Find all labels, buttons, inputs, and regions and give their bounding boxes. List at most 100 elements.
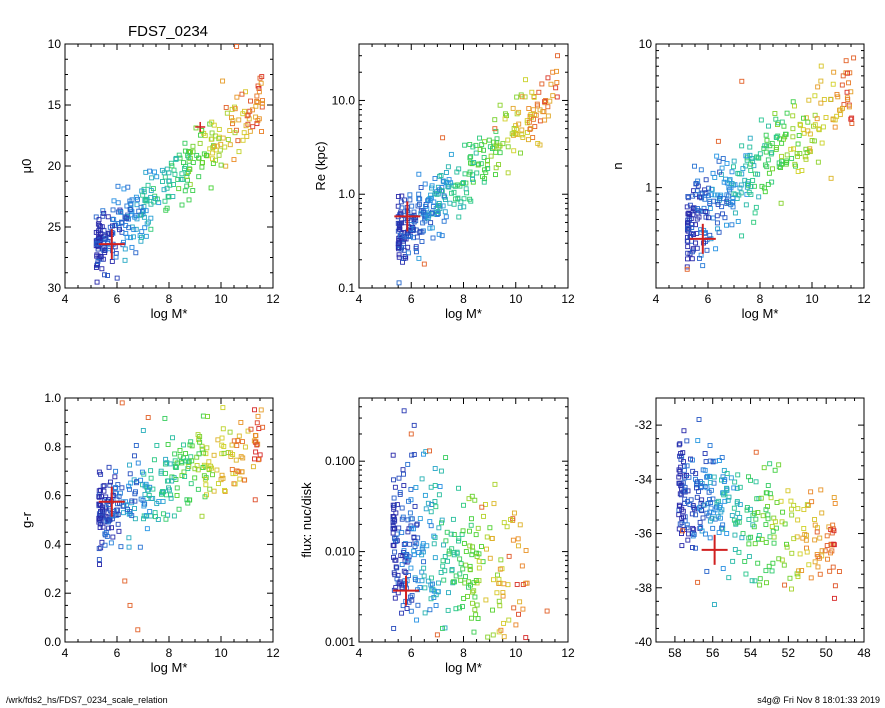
data-point: [814, 552, 820, 557]
data-point: [526, 119, 532, 125]
data-point: [166, 170, 172, 176]
y-axis-label: Re (kpc): [313, 141, 328, 190]
axes-frame: [358, 43, 569, 289]
data-point: [502, 111, 508, 117]
data-point: [698, 525, 704, 530]
data-point: [215, 481, 221, 487]
data-point: [100, 524, 106, 530]
data-point: [766, 563, 772, 569]
x-tick-label: 6: [408, 646, 415, 660]
data-point: [739, 78, 745, 84]
data-point: [209, 130, 215, 136]
data-point: [438, 172, 444, 178]
data-point: [238, 454, 244, 460]
data-point: [396, 475, 402, 481]
data-point: [202, 133, 208, 139]
data-point: [755, 560, 761, 566]
data-point: [485, 165, 491, 171]
data-point: [849, 115, 855, 121]
data-point: [438, 468, 444, 474]
data-point: [481, 147, 486, 153]
data-point: [252, 407, 257, 413]
data-point: [790, 99, 796, 105]
data-point: [131, 227, 137, 233]
data-point: [419, 578, 425, 584]
data-point: [439, 517, 445, 523]
data-point: [698, 191, 704, 197]
data-point: [694, 188, 700, 194]
data-point: [722, 215, 728, 221]
data-point: [204, 445, 210, 451]
data-point: [227, 142, 233, 148]
data-point: [482, 167, 487, 173]
data-point: [115, 209, 121, 215]
data-point: [514, 582, 520, 587]
data-point: [680, 459, 686, 465]
data-point: [408, 486, 414, 492]
data-point: [770, 528, 776, 534]
data-point: [490, 632, 496, 638]
data-point: [96, 503, 102, 509]
panel-n: 4 6 8 10 12 1 10 log M* n: [610, 37, 871, 321]
data-point: [703, 214, 709, 220]
data-point: [726, 494, 732, 500]
data-point: [139, 234, 144, 240]
data-point: [779, 140, 785, 146]
data-point: [807, 131, 813, 137]
y-tick-label: 0.010: [325, 545, 355, 559]
data-point: [232, 106, 238, 112]
data-point: [113, 485, 119, 490]
data-point: [126, 486, 132, 492]
data-point: [809, 138, 815, 143]
data-point: [100, 208, 106, 214]
data-point: [405, 461, 411, 467]
data-point: [720, 522, 726, 528]
data-point: [115, 200, 121, 206]
data-point: [765, 516, 771, 522]
data-point: [802, 531, 808, 537]
data-point: [545, 113, 551, 119]
data-point: [164, 460, 170, 466]
data-point: [439, 520, 444, 526]
data-point: [398, 553, 404, 559]
data-point: [511, 148, 517, 154]
data-point: [93, 229, 99, 235]
data-point: [463, 574, 468, 580]
data-point: [439, 233, 445, 239]
data-point: [174, 485, 180, 491]
data-point: [407, 197, 413, 203]
data-point: [173, 465, 179, 470]
data-point: [160, 489, 165, 494]
data-point: [456, 166, 462, 172]
data-point: [162, 470, 168, 476]
data-point: [739, 143, 745, 149]
data-point: [399, 505, 405, 511]
data-point: [394, 576, 400, 582]
data-point: [441, 218, 447, 224]
data-point: [430, 235, 436, 241]
data-point: [101, 483, 107, 489]
data-point: [184, 497, 190, 503]
data-point: [258, 407, 264, 413]
data-point: [454, 549, 460, 555]
data-point: [473, 150, 479, 156]
data-point: [217, 147, 223, 153]
data-point: [459, 604, 465, 610]
data-point: [426, 197, 431, 203]
data-point: [486, 137, 492, 143]
data-point: [824, 543, 830, 549]
data-point: [498, 627, 504, 633]
y-tick-label: -36: [635, 527, 653, 541]
data-point: [693, 181, 699, 187]
data-point: [451, 189, 457, 195]
data-point: [757, 151, 763, 157]
data-point: [170, 435, 175, 441]
scatter-points: [395, 53, 560, 286]
data-point: [519, 127, 525, 133]
data-point: [765, 483, 771, 488]
data-point: [714, 500, 720, 506]
data-point: [441, 193, 447, 199]
data-point: [433, 189, 439, 195]
panel-gr: 4 6 8 10 12 0.0 0.2 0.4 0.6 0.8 1.0 log M* g-r: [19, 391, 280, 675]
data-point: [519, 132, 525, 138]
